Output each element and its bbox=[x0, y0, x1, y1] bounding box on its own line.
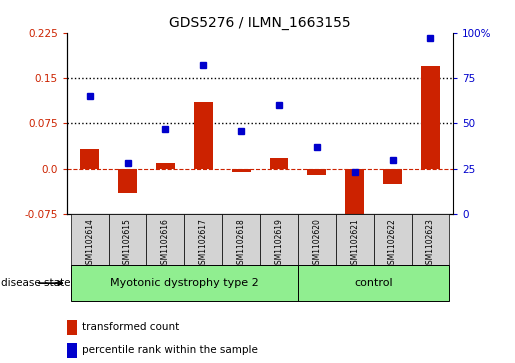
Text: GSM1102616: GSM1102616 bbox=[161, 218, 170, 269]
Title: GDS5276 / ILMN_1663155: GDS5276 / ILMN_1663155 bbox=[169, 16, 351, 30]
Text: GSM1102620: GSM1102620 bbox=[313, 218, 321, 269]
Text: GSM1102615: GSM1102615 bbox=[123, 218, 132, 269]
Bar bbox=[345, 169, 364, 220]
Text: control: control bbox=[354, 278, 393, 288]
Text: percentile rank within the sample: percentile rank within the sample bbox=[82, 345, 259, 355]
Text: GSM1102618: GSM1102618 bbox=[236, 218, 246, 269]
Bar bbox=[146, 214, 184, 265]
Text: GSM1102614: GSM1102614 bbox=[85, 218, 94, 269]
Bar bbox=[298, 265, 450, 301]
Text: GSM1102623: GSM1102623 bbox=[426, 218, 435, 269]
Bar bbox=[307, 169, 327, 175]
Text: transformed count: transformed count bbox=[82, 322, 180, 333]
Bar bbox=[71, 265, 298, 301]
Bar bbox=[109, 214, 146, 265]
Bar bbox=[232, 169, 251, 172]
Text: disease state: disease state bbox=[2, 278, 71, 288]
Text: Myotonic dystrophy type 2: Myotonic dystrophy type 2 bbox=[110, 278, 259, 288]
Bar bbox=[118, 169, 137, 193]
Bar bbox=[67, 343, 77, 358]
Bar bbox=[222, 214, 260, 265]
Bar bbox=[67, 320, 77, 335]
Bar bbox=[71, 214, 109, 265]
Text: GSM1102617: GSM1102617 bbox=[199, 218, 208, 269]
Bar bbox=[184, 214, 222, 265]
Bar bbox=[260, 214, 298, 265]
Bar bbox=[80, 149, 99, 169]
Bar bbox=[383, 169, 402, 184]
Bar bbox=[269, 158, 288, 169]
Bar bbox=[336, 214, 374, 265]
Bar bbox=[194, 102, 213, 169]
Text: GSM1102621: GSM1102621 bbox=[350, 218, 359, 269]
Bar bbox=[156, 163, 175, 169]
Text: GSM1102622: GSM1102622 bbox=[388, 218, 397, 269]
Text: GSM1102619: GSM1102619 bbox=[274, 218, 284, 269]
Bar bbox=[374, 214, 411, 265]
Bar bbox=[298, 214, 336, 265]
Bar bbox=[411, 214, 450, 265]
Bar bbox=[421, 66, 440, 169]
